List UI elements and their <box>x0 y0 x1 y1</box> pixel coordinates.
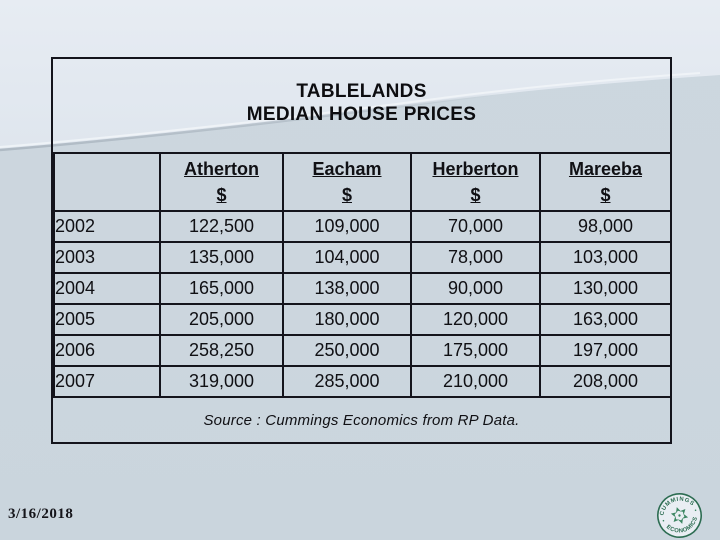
cummings-economics-logo-icon: CUMMINGS ECONOMICS <box>656 492 703 539</box>
value-cell: 165,000 <box>159 272 284 305</box>
value-cell: 98,000 <box>539 210 672 243</box>
value-cell: 285,000 <box>282 365 412 398</box>
table-row: 2002 122,500 109,000 70,000 98,000 <box>53 210 672 243</box>
value-cell: 180,000 <box>282 303 412 336</box>
value-cell: 78,000 <box>410 241 541 274</box>
value-cell: 258,250 <box>159 334 284 367</box>
column-label: Atherton <box>184 159 259 179</box>
value-cell: 197,000 <box>539 334 672 367</box>
table-header-row: Atherton $ Eacham $ Herberton $ Mareeba … <box>53 152 672 212</box>
column-label: Mareeba <box>568 159 643 179</box>
column-unit: $ <box>600 185 611 205</box>
table-row: 2007 319,000 285,000 210,000 208,000 <box>53 365 672 398</box>
value-cell: 175,000 <box>410 334 541 367</box>
column-unit: $ <box>216 185 227 205</box>
table-row: 2004 165,000 138,000 90,000 130,000 <box>53 272 672 305</box>
value-cell: 103,000 <box>539 241 672 274</box>
table-row: 2003 135,000 104,000 78,000 103,000 <box>53 241 672 274</box>
value-cell: 138,000 <box>282 272 412 305</box>
year-cell: 2004 <box>53 272 161 305</box>
median-house-prices-table: Atherton $ Eacham $ Herberton $ Mareeba … <box>53 152 672 398</box>
value-cell: 104,000 <box>282 241 412 274</box>
column-header-atherton: Atherton $ <box>159 152 284 212</box>
column-label: Eacham <box>312 159 382 179</box>
value-cell: 135,000 <box>159 241 284 274</box>
value-cell: 163,000 <box>539 303 672 336</box>
content-frame: TABLELANDS MEDIAN HOUSE PRICES Atherton … <box>51 57 672 444</box>
value-cell: 205,000 <box>159 303 284 336</box>
date-stamp: 3/16/2018 <box>8 506 74 522</box>
source-note: Source : Cummings Economics from RP Data… <box>203 412 520 429</box>
year-cell: 2005 <box>53 303 161 336</box>
value-cell: 208,000 <box>539 365 672 398</box>
year-cell: 2006 <box>53 334 161 367</box>
value-cell: 109,000 <box>282 210 412 243</box>
title-line-2: MEDIAN HOUSE PRICES <box>246 104 477 125</box>
value-cell: 250,000 <box>282 334 412 367</box>
slide-title: TABLELANDS MEDIAN HOUSE PRICES <box>53 80 670 126</box>
column-label: Herberton <box>432 159 519 179</box>
value-cell: 120,000 <box>410 303 541 336</box>
year-cell: 2007 <box>53 365 161 398</box>
value-cell: 90,000 <box>410 272 541 305</box>
year-cell: 2002 <box>53 210 161 243</box>
value-cell: 210,000 <box>410 365 541 398</box>
column-header-eacham: Eacham $ <box>282 152 412 212</box>
value-cell: 130,000 <box>539 272 672 305</box>
value-cell: 122,500 <box>159 210 284 243</box>
corner-cell <box>53 152 161 212</box>
table-row: 2006 258,250 250,000 175,000 197,000 <box>53 334 672 367</box>
title-line-1: TABLELANDS <box>296 81 427 102</box>
column-header-mareeba: Mareeba $ <box>539 152 672 212</box>
value-cell: 70,000 <box>410 210 541 243</box>
column-unit: $ <box>470 185 481 205</box>
logo-star-icon <box>662 507 697 524</box>
year-cell: 2003 <box>53 241 161 274</box>
column-header-herberton: Herberton $ <box>410 152 541 212</box>
column-unit: $ <box>341 185 352 205</box>
value-cell: 319,000 <box>159 365 284 398</box>
table-row: 2005 205,000 180,000 120,000 163,000 <box>53 303 672 336</box>
